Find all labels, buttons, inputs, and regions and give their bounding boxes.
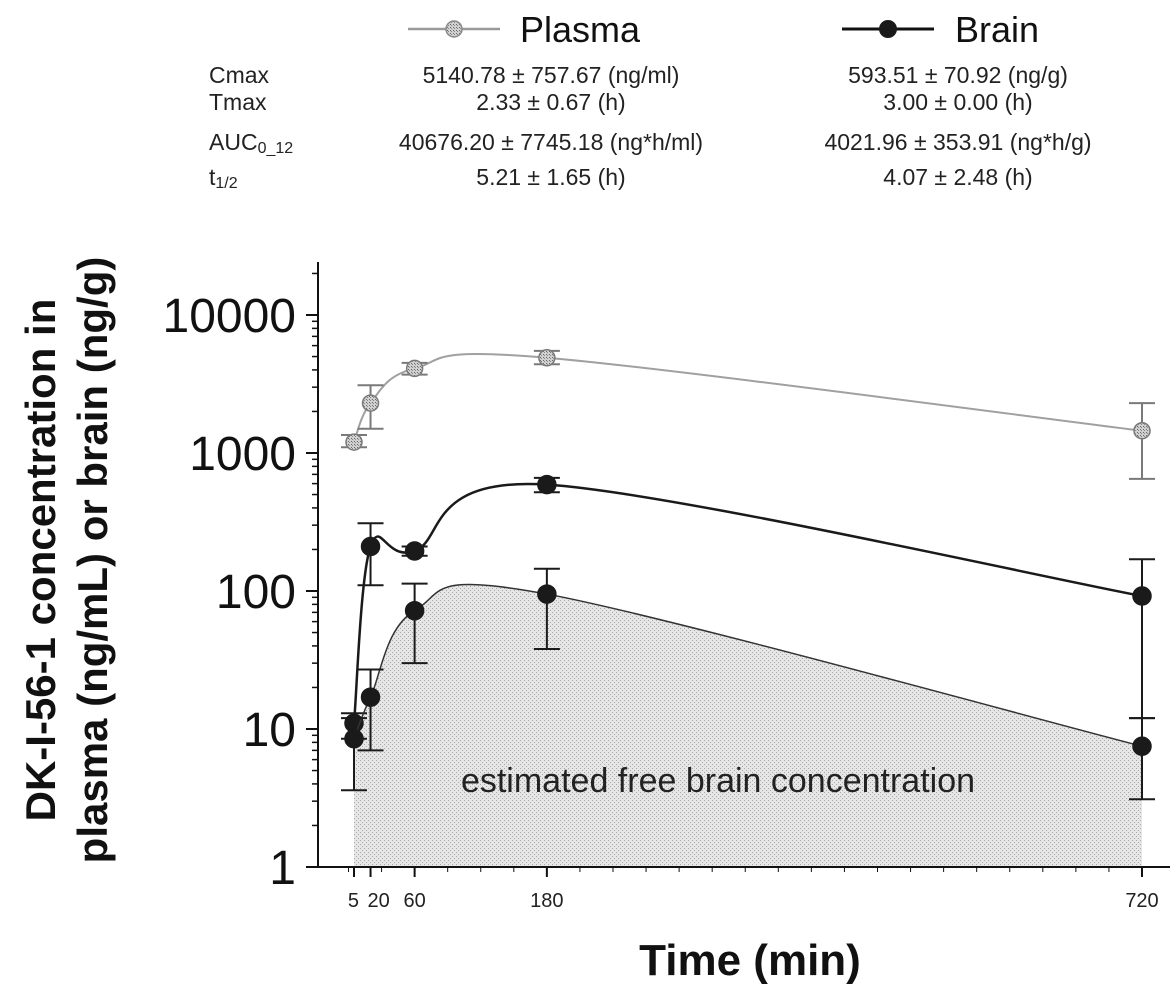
stat-label-auc: AUC0_12 xyxy=(209,129,293,157)
y-axis-title-line2: plasma (ng/mL) or brain (ng/g) xyxy=(69,257,116,864)
data-point-brain xyxy=(1132,586,1152,606)
data-point-free-brain xyxy=(1132,736,1152,756)
free-brain-annotation: estimated free brain concentration xyxy=(461,762,975,800)
plasma-cmax: 5140.78 ± 757.67 (ng/ml) xyxy=(423,62,680,88)
x-axis-title: Time (min) xyxy=(639,936,861,985)
x-tick-label: 20 xyxy=(368,890,390,912)
brain-thalf: 4.07 ± 2.48 (h) xyxy=(883,164,1032,190)
y-tick-label: 10 xyxy=(243,704,296,757)
series-free-brain xyxy=(341,567,1155,801)
legend-plasma-label: Plasma xyxy=(520,9,641,50)
y-axis-title-line1: DK-I-56-1 concentration in xyxy=(17,299,64,822)
stat-label-tmax: Tmax xyxy=(209,89,267,115)
y-tick-label: 1000 xyxy=(189,428,296,481)
data-point-plasma xyxy=(538,349,556,367)
legend-plasma-marker xyxy=(445,20,463,38)
y-tick-label: 10000 xyxy=(163,290,296,343)
axes: 1 10 100 1000 10000 5 20 60 180 720 xyxy=(163,262,1170,912)
data-point-plasma xyxy=(405,359,424,378)
brain-tmax: 3.00 ± 0.00 (h) xyxy=(883,89,1032,115)
data-point-free-brain xyxy=(404,600,425,621)
x-tick-label: 180 xyxy=(530,890,563,912)
legend: Plasma Brain xyxy=(408,9,1039,50)
series-plasma-line xyxy=(353,353,1143,443)
plasma-auc: 40676.20 ± 7745.18 (ng*h/ml) xyxy=(399,129,703,155)
data-point-brain xyxy=(404,541,425,561)
legend-plasma: Plasma xyxy=(408,9,641,50)
x-tick-label: 720 xyxy=(1125,890,1158,912)
legend-brain: Brain xyxy=(842,9,1039,50)
brain-auc: 4021.96 ± 353.91 (ng*h/g) xyxy=(824,129,1091,155)
data-point-brain xyxy=(360,536,381,557)
y-tick-label: 1 xyxy=(269,842,296,895)
data-point-brain xyxy=(537,474,557,495)
series-plasma xyxy=(341,349,1155,480)
x-tick-label: 60 xyxy=(403,890,425,912)
data-point-free-brain xyxy=(537,584,557,604)
data-point-free-brain xyxy=(360,687,381,707)
stats-table: Cmax Tmax AUC0_12 t1/2 5140.78 ± 757.67 … xyxy=(209,62,1092,192)
x-tick-label: 5 xyxy=(348,890,359,912)
series-brain xyxy=(341,474,1155,740)
plasma-tmax: 2.33 ± 0.67 (h) xyxy=(476,89,625,115)
stat-label-thalf: t1/2 xyxy=(209,164,238,192)
data-point-plasma xyxy=(1133,421,1151,440)
series xyxy=(341,349,1155,801)
brain-cmax: 593.51 ± 70.92 (ng/g) xyxy=(848,62,1068,88)
y-tick-label: 100 xyxy=(216,566,296,619)
stat-label-cmax: Cmax xyxy=(209,62,270,88)
free-brain-area xyxy=(354,584,1142,867)
data-point-plasma xyxy=(361,394,380,412)
plasma-thalf: 5.21 ± 1.65 (h) xyxy=(476,164,625,190)
series-brain-line xyxy=(352,482,1143,724)
legend-brain-label: Brain xyxy=(955,9,1039,50)
free-brain-fill xyxy=(354,584,1142,867)
legend-brain-marker xyxy=(879,20,897,38)
data-point-plasma xyxy=(345,433,363,451)
data-point-free-brain xyxy=(344,728,364,749)
